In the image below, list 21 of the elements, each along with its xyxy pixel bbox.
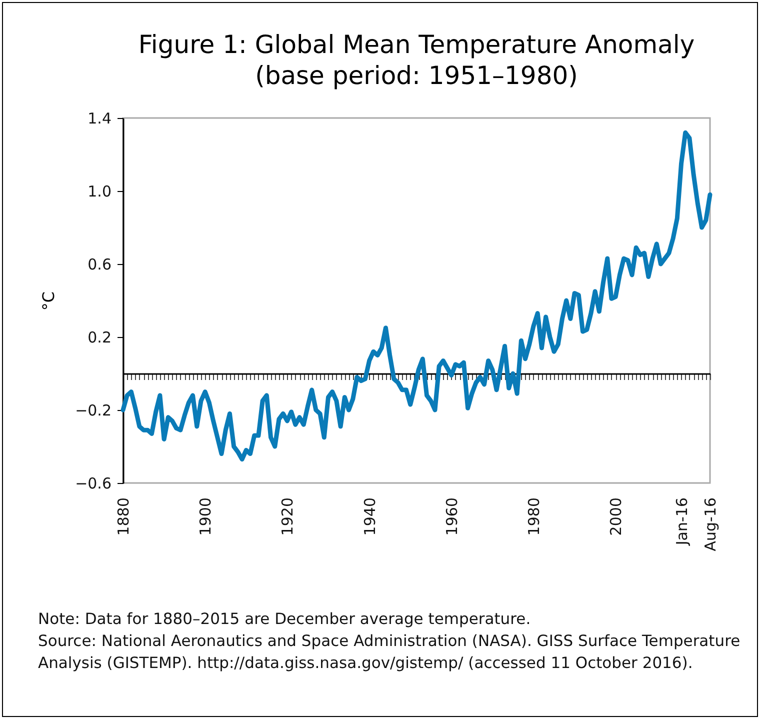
- chart-title: Figure 1: Global Mean Temperature Anomaly: [138, 30, 695, 59]
- text: Note: Data for 1880–2015 are December average temperature.: [38, 609, 532, 630]
- x-tick-label: 1920: [278, 498, 297, 536]
- x-tick-label: 1960: [442, 498, 461, 536]
- x-tick-label: 1900: [196, 498, 215, 536]
- y-tick-label: 1.0: [88, 182, 112, 200]
- chart-subtitle: (base period: 1951–1980): [255, 61, 578, 90]
- line-series: [120, 130, 712, 462]
- y-tick-label: −0.2: [75, 402, 112, 420]
- x-tick-label: Aug-16: [702, 498, 720, 552]
- y-tick-label: −0.6: [75, 474, 112, 492]
- y-tick-label: 0.6: [88, 256, 112, 274]
- x-tick-label: 1940: [360, 498, 379, 536]
- x-tick-label: 2000: [607, 498, 626, 536]
- y-tick-label: 1.4: [88, 110, 112, 128]
- x-tick-label: 1980: [524, 498, 543, 536]
- y-tick-label: 0.2: [88, 328, 112, 346]
- source-note: Source: National Aeronautics and Space Administration (NASA). GISS Surface Temperature Analysis (GISTEMP). http://data.giss.nasa.gov/gistemp/ (accessed 11 October 2016).: [38, 631, 742, 674]
- x-tick-label: Jan-16: [672, 498, 691, 546]
- x-tick-label: 1880: [114, 498, 132, 536]
- y-axis-title: °C: [39, 291, 58, 311]
